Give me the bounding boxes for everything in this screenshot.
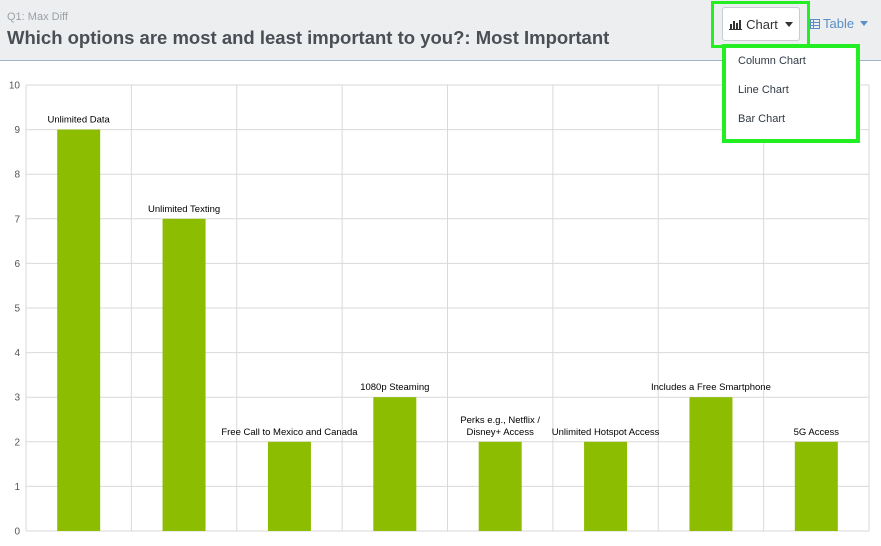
bar-chart-icon [729, 19, 743, 30]
data-label: Unlimited Hotspot Access [552, 427, 660, 438]
bar [373, 397, 417, 531]
bar [689, 397, 733, 531]
table-icon [810, 18, 820, 29]
data-label: 5G Access [794, 427, 840, 438]
y-tick-label: 8 [14, 170, 20, 181]
data-label: Includes a Free Smartphone [651, 382, 771, 393]
menu-item-column-chart[interactable]: Column Chart [738, 55, 806, 67]
chevron-down-icon [860, 21, 869, 26]
menu-item-line-chart[interactable]: Line Chart [738, 84, 789, 96]
table-view-button[interactable]: Table [810, 16, 869, 31]
question-label: Q1: Max Diff [7, 11, 68, 23]
table-button-label: Table [823, 16, 855, 31]
bar [162, 218, 206, 532]
y-tick-label: 6 [14, 259, 20, 270]
chart-type-button[interactable]: Chart [722, 7, 800, 41]
data-label: 1080p Steaming [360, 382, 429, 393]
data-label: Perks e.g., Netflix / [460, 415, 540, 426]
chart-button-label: Chart [746, 16, 778, 32]
data-label: Disney+ Access [467, 427, 535, 438]
bar [267, 441, 311, 531]
y-tick-label: 4 [14, 348, 20, 359]
y-tick-label: 3 [14, 393, 20, 404]
page-title: Which options are most and least importa… [7, 27, 610, 48]
y-tick-label: 5 [14, 304, 20, 315]
y-tick-label: 0 [14, 527, 20, 538]
y-tick-label: 1 [14, 482, 20, 493]
data-label: Free Call to Mexico and Canada [221, 427, 358, 438]
bar [584, 441, 628, 531]
data-label: Unlimited Texting [148, 204, 220, 215]
data-label: Unlimited Data [48, 115, 111, 126]
y-tick-label: 10 [9, 81, 21, 92]
bar [57, 129, 101, 531]
y-tick-label: 7 [14, 214, 20, 225]
chevron-down-icon [784, 21, 793, 27]
y-tick-label: 2 [14, 437, 20, 448]
chart-type-menu [722, 44, 860, 143]
bar [794, 441, 838, 531]
bar [478, 441, 522, 531]
y-tick-label: 9 [14, 125, 20, 136]
menu-item-bar-chart[interactable]: Bar Chart [738, 113, 786, 125]
